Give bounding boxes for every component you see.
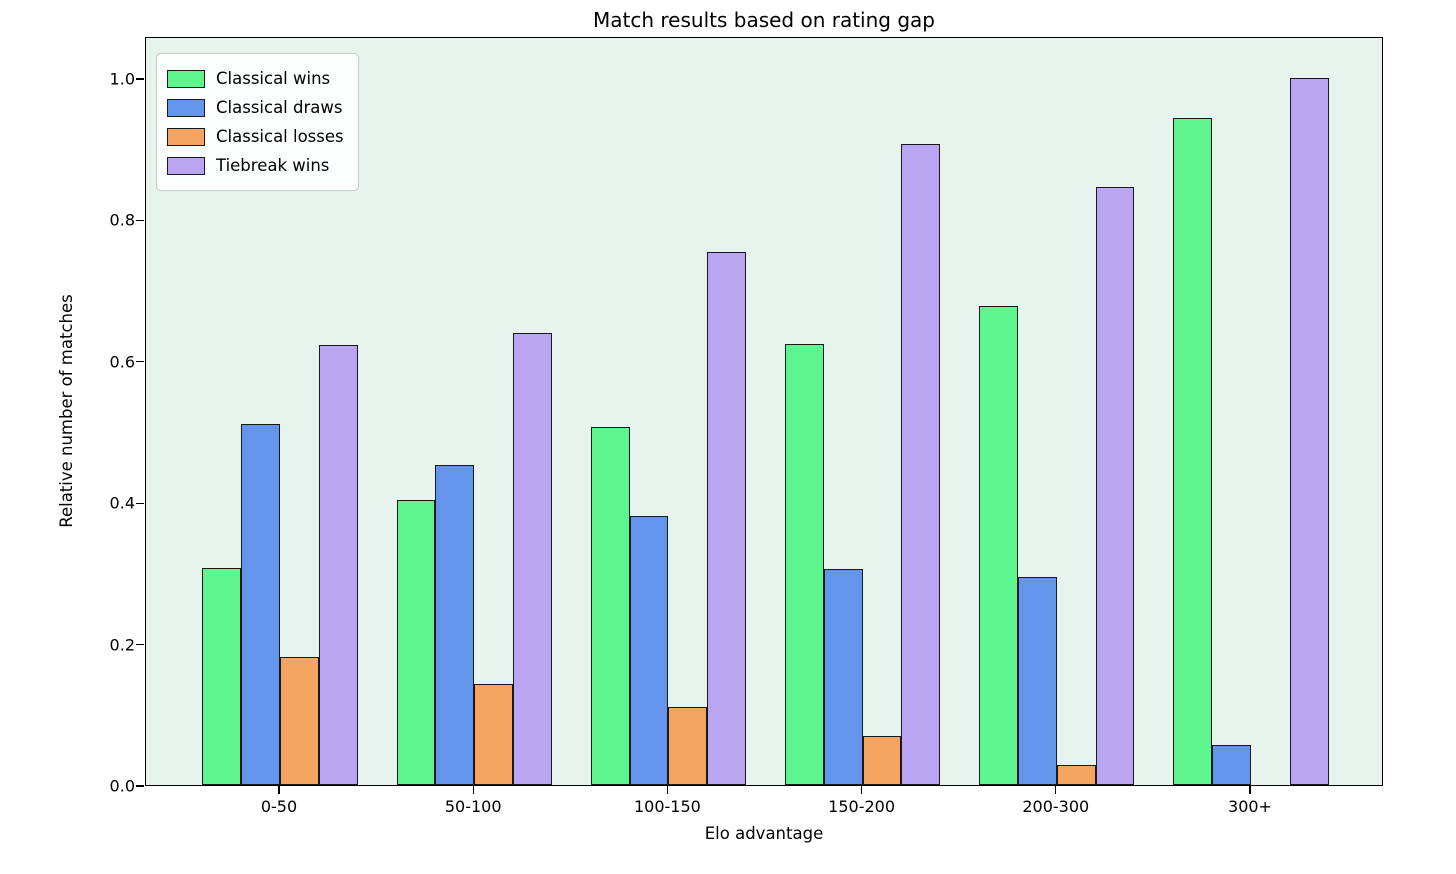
- x-tick-label-200-300: 200-300: [1022, 797, 1090, 816]
- legend-swatch-classical-wins: [167, 69, 205, 88]
- legend-label-classical-losses: Classical losses: [216, 127, 344, 146]
- bar-tiebreak-wins-150-200: [901, 143, 941, 785]
- chart-title: Match results based on rating gap: [593, 8, 935, 32]
- bar-classical-wins-150-200: [785, 343, 824, 785]
- bar-classical-losses-50-100: [474, 683, 513, 785]
- y-tick-0.0: [136, 785, 144, 787]
- legend-item-tiebreak-wins: Tiebreak wins: [167, 151, 344, 180]
- bar-classical-draws-200-300: [1018, 577, 1057, 785]
- y-tick-label-0.2: 0.2: [109, 635, 135, 655]
- x-tick-label-300+: 300+: [1228, 797, 1272, 816]
- bar-classical-losses-100-150: [668, 707, 708, 785]
- legend-item-classical-wins: Classical wins: [167, 64, 344, 93]
- bar-classical-losses-0-50: [280, 657, 319, 785]
- bar-classical-losses-150-200: [862, 736, 902, 785]
- x-tick-50-100: [472, 786, 474, 794]
- legend-label-tiebreak-wins: Tiebreak wins: [216, 156, 330, 175]
- x-tick-100-150: [666, 786, 669, 794]
- legend-swatch-classical-draws: [167, 98, 205, 117]
- legend-swatch-tiebreak-wins: [167, 156, 205, 175]
- bar-classical-wins-200-300: [979, 306, 1018, 785]
- y-tick-0.8: [136, 219, 144, 222]
- bar-classical-wins-0-50: [202, 567, 242, 785]
- x-tick-150-200: [860, 786, 863, 794]
- y-tick-label-0.8: 0.8: [109, 210, 135, 230]
- legend-swatch-classical-losses: [167, 127, 205, 146]
- x-axis-label: Elo advantage: [704, 824, 824, 843]
- y-tick-label-0.0: 0.0: [109, 776, 135, 796]
- bar-tiebreak-wins-50-100: [513, 333, 552, 785]
- x-tick-label-150-200: 150-200: [828, 797, 896, 816]
- y-tick-label-0.4: 0.4: [109, 493, 135, 513]
- x-tick-label-100-150: 100-150: [633, 797, 701, 816]
- bar-classical-losses-200-300: [1056, 765, 1096, 785]
- y-tick-label-0.6: 0.6: [109, 352, 135, 372]
- legend: Classical wins Classical draws Classical…: [156, 53, 359, 191]
- legend-item-classical-draws: Classical draws: [167, 93, 344, 122]
- y-tick-label-1.0: 1.0: [109, 69, 135, 89]
- bar-tiebreak-wins-0-50: [318, 345, 358, 785]
- legend-label-classical-wins: Classical wins: [216, 69, 331, 88]
- x-tick-0-50: [278, 786, 280, 794]
- y-tick-0.2: [136, 643, 144, 646]
- bar-classical-draws-0-50: [241, 423, 280, 785]
- plot-area: Classical wins Classical draws Classical…: [145, 37, 1383, 786]
- legend-item-classical-losses: Classical losses: [167, 122, 344, 151]
- x-tick-200-300: [1055, 786, 1057, 794]
- x-tick-label-0-50: 0-50: [260, 797, 298, 816]
- bar-classical-draws-150-200: [823, 568, 863, 785]
- x-tick-label-50-100: 50-100: [444, 797, 502, 816]
- bar-classical-draws-300+: [1212, 745, 1251, 785]
- x-tick-300+: [1249, 786, 1251, 794]
- y-axis-label: Relative number of matches: [57, 294, 76, 528]
- bar-tiebreak-wins-300+: [1289, 78, 1329, 785]
- bar-classical-wins-100-150: [590, 426, 630, 785]
- bar-classical-draws-50-100: [435, 464, 475, 785]
- bar-tiebreak-wins-200-300: [1095, 186, 1135, 785]
- y-tick-0.6: [136, 361, 144, 363]
- legend-label-classical-draws: Classical draws: [216, 98, 343, 117]
- bar-classical-wins-300+: [1173, 118, 1213, 785]
- bar-tiebreak-wins-100-150: [707, 251, 746, 785]
- bar-classical-draws-100-150: [629, 515, 669, 785]
- bar-classical-wins-50-100: [396, 500, 436, 785]
- y-tick-1.0: [136, 78, 144, 80]
- y-tick-0.4: [136, 502, 144, 504]
